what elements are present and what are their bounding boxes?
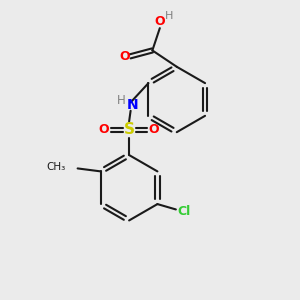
- Text: O: O: [119, 50, 130, 63]
- Text: H: H: [165, 11, 173, 21]
- Text: O: O: [99, 123, 110, 136]
- Text: Cl: Cl: [178, 205, 191, 218]
- Text: O: O: [154, 15, 165, 28]
- Text: CH₃: CH₃: [46, 162, 66, 172]
- Text: N: N: [127, 98, 139, 112]
- Text: H: H: [117, 94, 125, 106]
- Text: S: S: [124, 122, 135, 137]
- Text: O: O: [149, 123, 159, 136]
